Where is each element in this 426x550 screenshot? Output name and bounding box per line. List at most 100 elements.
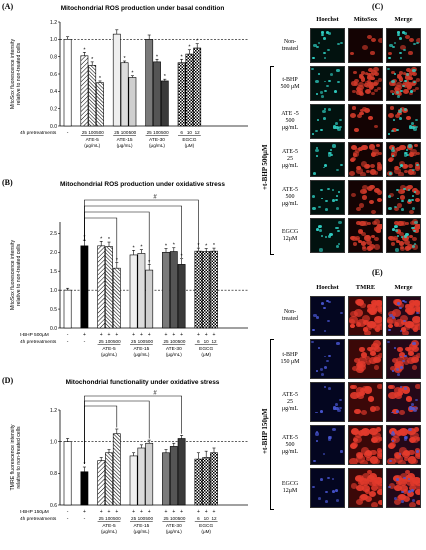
cell-spot	[401, 199, 404, 203]
cell-spot	[388, 112, 395, 118]
tbhp-sign: +	[165, 509, 168, 515]
cell-spot	[320, 477, 324, 481]
cell-spot	[376, 483, 382, 491]
y-tick-label: 0.2	[50, 106, 57, 112]
cell-spot	[369, 163, 375, 168]
cell-spot	[315, 316, 319, 319]
cell-spot	[368, 116, 373, 121]
tbhp-sign: -	[67, 509, 69, 515]
tbhp-sign: +	[115, 332, 118, 338]
dose-label: 100	[138, 516, 146, 521]
cell-spot	[399, 37, 403, 41]
cell-spot	[396, 372, 401, 376]
bar	[88, 65, 97, 127]
significance-mark: *	[140, 245, 143, 251]
cell-spot	[349, 52, 354, 56]
significance-mark: *	[133, 245, 136, 251]
cell-spot	[320, 95, 325, 99]
cell-spot	[324, 208, 329, 212]
micrograph-tile	[348, 468, 383, 508]
cell-spot	[361, 315, 371, 323]
cell-spot	[325, 199, 328, 203]
cell-spot	[403, 235, 407, 238]
cell-spot	[373, 324, 380, 331]
cell-spot	[394, 207, 400, 212]
cell-spot	[320, 188, 324, 192]
cell-spot	[323, 89, 327, 93]
cell-spot	[369, 406, 377, 412]
cell-spot	[337, 80, 340, 83]
cell-spot	[414, 190, 420, 195]
cell-spot	[352, 70, 357, 75]
cell-spot	[403, 300, 407, 304]
cell-spot	[334, 122, 339, 126]
cell-spot	[369, 243, 376, 249]
cell-spot	[411, 126, 415, 129]
bar	[177, 62, 186, 127]
cell-spot	[397, 111, 402, 116]
cell-spot	[390, 384, 396, 390]
cell-spot	[351, 235, 357, 241]
cell-spot	[323, 355, 326, 358]
cell-spot	[404, 386, 408, 390]
cell-spot	[415, 488, 420, 495]
dose-label: 500	[113, 339, 121, 344]
cell-spot	[406, 396, 413, 402]
cell-spot	[321, 197, 324, 200]
cell-spot	[407, 199, 412, 203]
cell-spot	[313, 43, 317, 47]
dose-label: 500	[161, 130, 169, 135]
micrograph-row-label: t-BHP 150 μM	[280, 352, 300, 365]
cell-spot	[396, 81, 403, 87]
cell-spot	[319, 128, 323, 132]
cell-spot	[318, 225, 322, 229]
cell-spot	[373, 458, 380, 464]
cell-spot	[340, 42, 343, 45]
dose-label: 100	[88, 130, 96, 135]
cell-spot	[322, 116, 327, 120]
cell-spot	[317, 73, 320, 76]
cell-spot	[398, 188, 405, 195]
cell-spot	[327, 477, 331, 480]
cell-spot	[388, 56, 391, 59]
cell-spot	[373, 72, 379, 77]
y-axis-label: relative to non-treated cells	[16, 243, 22, 306]
bar	[210, 250, 218, 329]
cell-spot	[372, 479, 380, 487]
cell-spot	[356, 207, 362, 212]
bar	[145, 269, 154, 329]
cell-spot	[372, 148, 379, 154]
cell-spot	[360, 172, 366, 176]
bar	[105, 246, 113, 329]
cell-spot	[355, 475, 363, 482]
tbhp-sign: +	[108, 509, 111, 515]
cell-spot	[412, 316, 420, 324]
cell-spot	[317, 497, 321, 500]
tbhp-sign: +	[205, 509, 208, 515]
cell-spot	[395, 114, 400, 119]
cell-spot	[389, 314, 393, 317]
cell-spot	[319, 91, 323, 94]
cell-spot	[405, 148, 409, 151]
cell-spot	[406, 491, 414, 498]
bar	[193, 47, 202, 127]
cell-spot	[405, 82, 411, 87]
cell-spot	[334, 198, 338, 202]
cell-spot	[411, 499, 415, 502]
cell-spot	[397, 73, 402, 77]
significance-mark: *	[83, 462, 86, 468]
cell-spot	[373, 81, 379, 86]
cell-spot	[399, 386, 403, 389]
cell-spot	[399, 89, 403, 93]
cell-spot	[415, 164, 419, 167]
cell-spot	[407, 490, 412, 493]
bar	[97, 245, 106, 329]
cell-spot	[377, 488, 382, 495]
cell-spot	[404, 303, 411, 309]
cell-spot	[327, 235, 331, 238]
cell-spot	[415, 118, 419, 122]
bar	[63, 441, 72, 506]
cell-spot	[388, 329, 391, 332]
cell-spot	[360, 77, 366, 82]
cell-spot	[403, 32, 407, 35]
